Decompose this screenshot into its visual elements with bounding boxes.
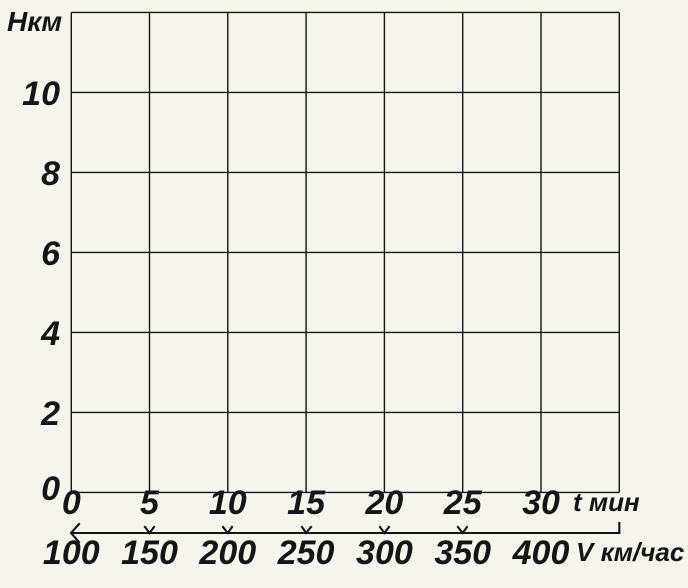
svg-text:20: 20 (364, 484, 403, 522)
svg-text:Нкм: Нкм (7, 6, 62, 37)
svg-text:6: 6 (41, 235, 61, 273)
svg-text:15: 15 (287, 484, 326, 522)
svg-text:150: 150 (121, 534, 178, 572)
svg-text:4: 4 (40, 315, 60, 353)
svg-text:5: 5 (140, 484, 160, 522)
svg-text:400: 400 (512, 534, 570, 572)
svg-text:2: 2 (40, 395, 60, 433)
svg-text:100: 100 (43, 534, 100, 572)
svg-text:0: 0 (41, 470, 60, 508)
svg-text:0: 0 (62, 484, 81, 522)
svg-text:10: 10 (209, 484, 247, 522)
svg-text:8: 8 (41, 155, 60, 193)
svg-text:10: 10 (22, 75, 60, 113)
svg-text:300: 300 (356, 534, 413, 572)
svg-text:250: 250 (277, 534, 335, 572)
svg-text:t мин: t мин (573, 487, 640, 517)
svg-text:V км/час: V км/час (576, 537, 685, 567)
svg-text:25: 25 (443, 484, 483, 522)
svg-text:30: 30 (522, 484, 560, 522)
svg-text:200: 200 (198, 534, 256, 572)
svg-text:350: 350 (434, 534, 491, 572)
